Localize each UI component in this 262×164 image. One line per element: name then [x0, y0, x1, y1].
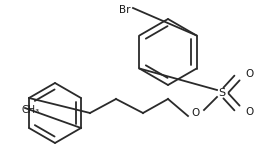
- Text: O: O: [245, 107, 253, 117]
- Text: S: S: [219, 88, 226, 98]
- Text: O: O: [192, 108, 200, 118]
- Text: O: O: [245, 69, 253, 79]
- Text: Br: Br: [119, 5, 131, 15]
- Text: CH₃: CH₃: [22, 105, 40, 115]
